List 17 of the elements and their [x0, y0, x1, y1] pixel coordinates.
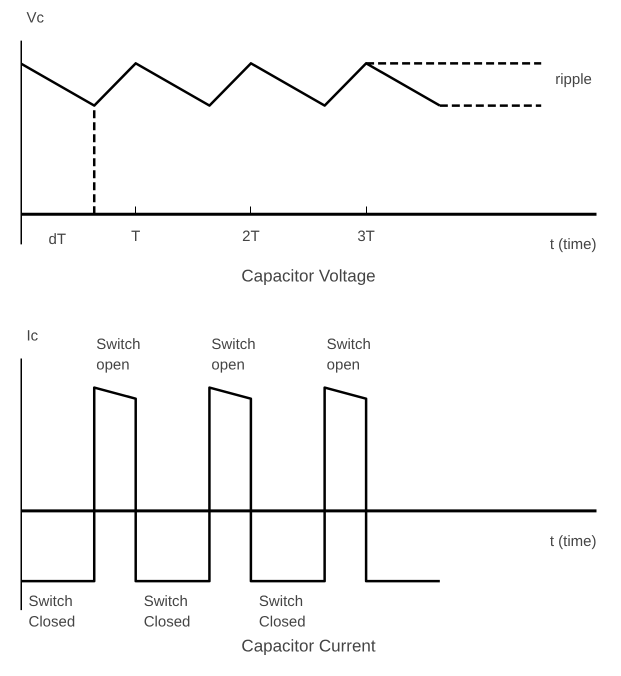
x-tick-label: 2T: [242, 228, 260, 246]
text: Capacitor Voltage: [241, 266, 376, 286]
annotation: Switch open: [211, 336, 256, 374]
y-axis-title: Vc: [26, 10, 45, 27]
annotation: ripple: [555, 70, 592, 88]
y-axis-title: Ic: [26, 328, 39, 345]
annotation: Switch Closed: [28, 593, 76, 631]
x-axis-title: t (time): [550, 236, 597, 254]
annotation: Switch open: [96, 336, 140, 374]
x-tick-label: T: [131, 228, 140, 246]
annotation: Switch open: [326, 336, 371, 374]
x-axis-title: t (time): [550, 532, 597, 550]
annotation: dT: [48, 231, 66, 248]
annotation: Switch Closed: [144, 593, 190, 631]
annotation: Switch Closed: [258, 593, 306, 631]
x-tick-label: 3T: [357, 228, 375, 246]
text: Capacitor Current: [241, 636, 376, 656]
